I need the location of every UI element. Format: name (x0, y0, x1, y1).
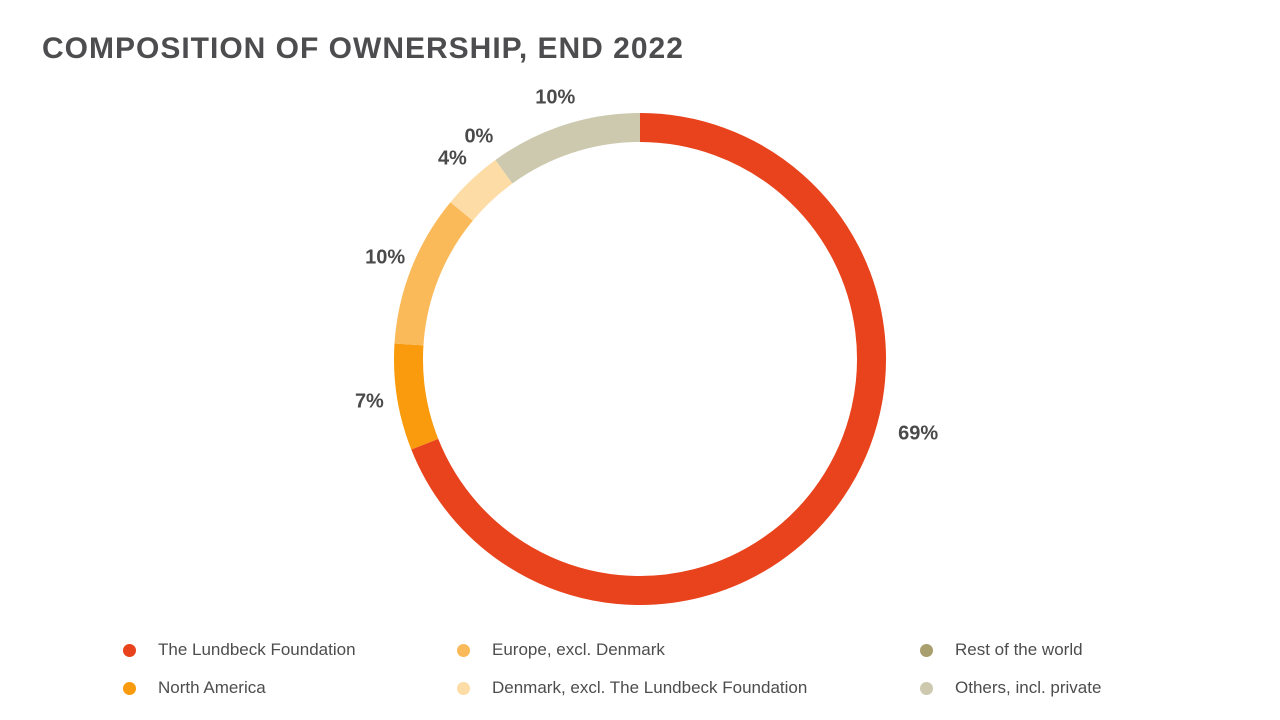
donut-segment-north-america (394, 343, 439, 450)
segment-value-label-north-america: 7% (354, 390, 384, 413)
page-title: COMPOSITION OF OWNERSHIP, END 2022 (42, 32, 684, 65)
legend-column-3: Rest of the world Others, incl. private (920, 631, 1101, 707)
legend-item-rest-of-world: Rest of the world (920, 631, 1101, 669)
segment-value-label-lundbeck-foundation: 69% (898, 422, 939, 444)
legend-dot-north-america (123, 681, 136, 695)
legend-dot-rest-of-world (920, 643, 933, 657)
legend-column-1: The Lundbeck Foundation North America (123, 631, 356, 707)
legend-dot-lundbeck-foundation (123, 643, 136, 657)
legend-label-denmark-excl-lundbeck: Denmark, excl. The Lundbeck Foundation (492, 678, 808, 697)
legend-label-north-america: North America (158, 678, 266, 697)
segment-value-label-rest-of-world: 0% (464, 125, 494, 148)
segment-value-label-europe-excl-denmark: 10% (365, 246, 406, 269)
donut-segment-denmark-excl-lundbeck (450, 159, 513, 221)
legend-dot-others-incl-private (920, 681, 933, 695)
donut-segment-lundbeck-foundation (411, 113, 886, 605)
legend: The Lundbeck Foundation North America Eu… (0, 631, 1280, 707)
legend-label-others-incl-private: Others, incl. private (955, 678, 1102, 697)
legend-label-europe-excl-denmark: Europe, excl. Denmark (492, 640, 665, 659)
legend-item-denmark-excl-lundbeck: Denmark, excl. The Lundbeck Foundation (457, 669, 807, 707)
legend-item-europe-excl-denmark: Europe, excl. Denmark (457, 631, 807, 669)
segment-value-label-denmark-excl-lundbeck: 4% (437, 147, 467, 170)
legend-dot-denmark-excl-lundbeck (457, 681, 470, 695)
legend-label-rest-of-world: Rest of the world (955, 640, 1083, 659)
legend-label-lundbeck-foundation: The Lundbeck Foundation (158, 640, 356, 659)
legend-column-2: Europe, excl. Denmark Denmark, excl. The… (457, 631, 807, 707)
legend-item-others-incl-private: Others, incl. private (920, 669, 1101, 707)
legend-item-lundbeck-foundation: The Lundbeck Foundation (123, 631, 356, 669)
donut-segment-europe-excl-denmark (394, 202, 473, 346)
donut-segment-others-incl-private (495, 113, 641, 184)
legend-dot-europe-excl-denmark (457, 643, 470, 657)
segment-value-label-others-incl-private: 10% (535, 86, 576, 109)
legend-item-north-america: North America (123, 669, 356, 707)
